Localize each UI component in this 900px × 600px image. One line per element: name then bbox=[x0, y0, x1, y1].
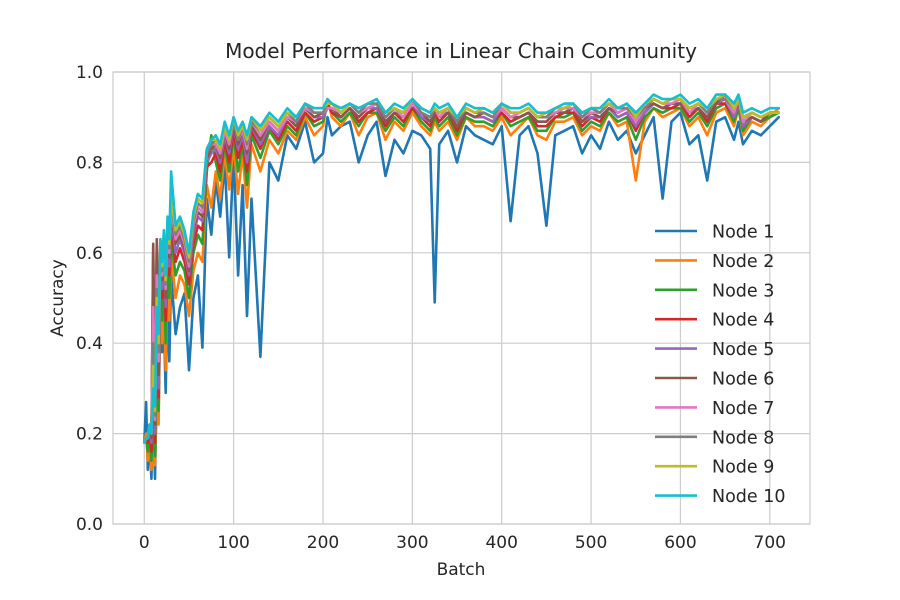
x-tick-label: 300 bbox=[396, 533, 428, 553]
legend-label: Node 1 bbox=[712, 223, 774, 243]
x-tick-label: 400 bbox=[485, 533, 517, 553]
y-tick-label: 0.2 bbox=[76, 425, 103, 445]
series-line-node-2 bbox=[143, 97, 781, 472]
y-tick-label: 0.8 bbox=[76, 153, 103, 173]
legend-label: Node 2 bbox=[712, 252, 774, 272]
series-line-node-3 bbox=[143, 102, 781, 463]
y-tick-labels: 0.0 0.2 0.4 0.6 0.8 1.0 bbox=[76, 63, 103, 535]
legend-label: Node 4 bbox=[712, 311, 774, 331]
x-tick-label: 600 bbox=[664, 533, 696, 553]
legend-label: Node 6 bbox=[712, 370, 774, 390]
legend-label: Node 9 bbox=[712, 458, 774, 478]
y-axis-label: Accuracy bbox=[48, 259, 68, 337]
y-tick-label: 0.0 bbox=[76, 515, 103, 535]
series-line-node-10 bbox=[143, 93, 781, 444]
x-tick-labels: 0 100 200 300 400 500 600 700 bbox=[139, 533, 786, 553]
legend-label: Node 10 bbox=[712, 487, 786, 507]
x-tick-label: 700 bbox=[754, 533, 786, 553]
y-tick-label: 0.6 bbox=[76, 244, 103, 264]
x-tick-label: 200 bbox=[307, 533, 339, 553]
plot-frame bbox=[112, 71, 811, 525]
x-axis-label: Batch bbox=[437, 560, 486, 580]
series-line-node-5 bbox=[143, 97, 781, 444]
legend-label: Node 5 bbox=[712, 340, 774, 360]
series-lines bbox=[143, 93, 781, 481]
legend: Node 1 Node 2 Node 3 Node 4 Node 5 Node 6 Node… bbox=[655, 223, 786, 507]
legend-label: Node 8 bbox=[712, 428, 774, 448]
legend-label: Node 3 bbox=[712, 281, 774, 301]
x-tick-label: 100 bbox=[217, 533, 249, 553]
y-tick-label: 0.4 bbox=[76, 334, 103, 354]
chart-title: Model Performance in Linear Chain Commun… bbox=[225, 39, 697, 63]
x-tick-label: 0 bbox=[139, 533, 150, 553]
y-tick-label: 1.0 bbox=[76, 63, 103, 83]
legend-label: Node 7 bbox=[712, 399, 774, 419]
series-line-node-1 bbox=[143, 111, 781, 481]
x-tick-label: 500 bbox=[575, 533, 607, 553]
